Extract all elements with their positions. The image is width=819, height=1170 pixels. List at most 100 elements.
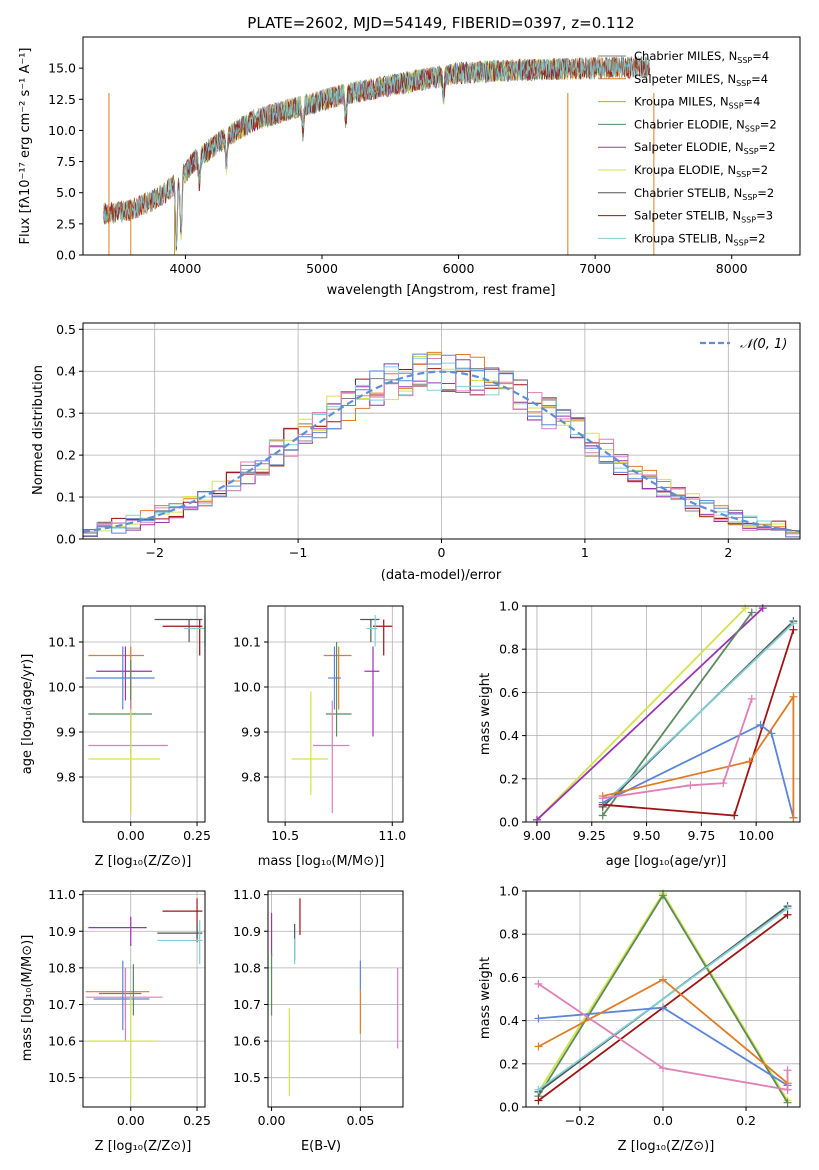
spectrum-xtick-label: 7000 (579, 261, 611, 276)
mw-z-ytick-label: 0.0 (499, 1100, 519, 1115)
mw-age-xtick-label: 9.75 (687, 828, 715, 843)
age-mass-grid (268, 606, 403, 822)
mw-z-ytick-label: 1.0 (499, 884, 519, 899)
legend-label-kroupa_elodie: Kroupa ELODIE, NSSP=2 (634, 163, 768, 179)
mass-z-ytick-label: 11.0 (48, 887, 76, 902)
spectrum-xtick-label: 5000 (306, 261, 338, 276)
mw-age-line-blue (602, 723, 795, 818)
residuals-xtick-label: −2 (145, 545, 163, 560)
mw-z-xtick-label: 0.0 (653, 1113, 673, 1128)
spectrum-title: PLATE=2602, MJD=54149, FIBERID=0397, z=0… (247, 14, 634, 32)
mass-z-ytick-label: 10.6 (48, 1034, 76, 1049)
residual-histogram-blue (83, 353, 800, 538)
mass-z-ylabel: mass [log₁₀(M/M⊙)] (20, 935, 35, 1062)
mw-age-line-salpeter_elodie (536, 607, 764, 821)
age-z-xtick-label: 0.25 (183, 828, 211, 843)
mw-age-ytick-label: 0.0 (499, 815, 519, 830)
mw-z-marker-chabrier_elodie (659, 891, 667, 900)
spectrum-xtick-label: 6000 (443, 261, 475, 276)
spectrum-ytick-label: 15.0 (48, 61, 76, 76)
mw-z-xtick-label: 0.2 (736, 1113, 756, 1128)
age-z-ytick-label: 9.8 (56, 770, 76, 785)
age-z-xtick-label: 0.00 (117, 828, 145, 843)
mw-z-marker-salpeter_stelib (783, 910, 792, 919)
mw-z-marker-salpeter_miles (659, 975, 667, 984)
mass-ebv-panel: 0.00 0.05 10.5 10.6 10.7 10.8 10.9 11.0 (233, 887, 404, 1128)
mass-z-xtick-label: 0.00 (117, 1113, 145, 1128)
mw-z-ytick-label: 0.2 (499, 1056, 519, 1071)
legend-label-kroupa_miles: Kroupa MILES, NSSP=4 (634, 95, 760, 111)
age-z-panel: 0.00 0.25 9.8 9.9 10.0 10.1 (48, 605, 211, 843)
mw-age-xtick-label: 9.50 (633, 828, 661, 843)
residuals-ytick-label: 0.2 (56, 448, 76, 463)
mw-age-marker-pink (598, 794, 607, 803)
mw-age-marker-chabrier_elodie (598, 811, 607, 820)
mw-age-xtick-label: 10.00 (738, 828, 774, 843)
mass-ebv-ytick-label: 10.9 (233, 924, 261, 939)
residuals-ylabel: Normed distribution (31, 365, 46, 495)
age-mass-ytick-label: 9.9 (241, 725, 261, 740)
mw-age-marker-salpeter_stelib (789, 625, 798, 634)
normal-distribution-curve (82, 370, 801, 533)
mw-age-marker-blue (756, 720, 765, 729)
mw-age-marker-pink (719, 779, 728, 788)
residuals-xtick-label: 1 (581, 545, 589, 560)
residuals-ytick-label: 0.3 (56, 406, 76, 421)
mw-age-marker-salpeter_stelib (730, 811, 739, 820)
residuals-ytick-label: 0.1 (56, 490, 76, 505)
age-z-frame (82, 605, 206, 823)
mass-z-panel: 0.00 0.25 10.5 10.6 10.7 10.8 10.9 11.0 (48, 887, 211, 1128)
mass-ebv-xtick-label: 0.05 (346, 1113, 374, 1128)
spectrum-ylabel: Flux [fλ10⁻¹⁷ erg cm⁻² s⁻¹ A⁻¹] (18, 48, 33, 245)
mass-z-ytick-label: 10.9 (48, 924, 76, 939)
mw-z-line-kroupa_stelib (537, 907, 789, 1091)
spectrum-series-kroupa_stelib (103, 55, 651, 247)
mw-age-marker-pink (747, 694, 756, 703)
residuals-ytick-label: 0.4 (56, 364, 76, 379)
age-z-ytick-label: 9.9 (56, 725, 76, 740)
mw-age-line-pink (602, 698, 753, 800)
mw-z-xlabel: Z [log₁₀(Z/Z⊙)] (618, 1139, 715, 1154)
spectrum-axes: 4000 5000 6000 7000 8000 0.0 2.5 5.0 7.5 10.0 12.5… (48, 36, 801, 276)
mass-ebv-ytick-label: 10.6 (233, 1034, 261, 1049)
legend-label-salpeter_stelib: Salpeter STELIB, NSSP=3 (634, 209, 773, 225)
mass-ebv-ytick-label: 10.5 (233, 1070, 261, 1085)
age-mass-xtick-label: 11.0 (378, 828, 406, 843)
mass-ebv-ytick-label: 11.0 (233, 887, 261, 902)
mw-age-ytick-label: 0.6 (499, 685, 519, 700)
mw-age-xtick-label: 9.25 (578, 828, 606, 843)
residuals-ytick-label: 0.0 (56, 532, 76, 547)
mw-z-ytick-label: 0.6 (499, 970, 519, 985)
spectrum-ytick-label: 0.0 (56, 248, 76, 263)
mw-age-line-salpeter_miles (602, 693, 795, 818)
mw-age-ytick-label: 0.4 (499, 728, 519, 743)
residuals-xlabel: (data-model)/error (381, 568, 502, 583)
mw-age-xtick-label: 9.00 (523, 828, 551, 843)
spectrum-xtick-label: 4000 (170, 261, 202, 276)
mass-z-ytick-label: 10.8 (48, 960, 76, 975)
spectrum-ytick-label: 10.0 (48, 123, 76, 138)
mw-age-marker-kroupa_elodie (741, 604, 750, 613)
legend-label-chabrier_miles: Chabrier MILES, NSSP=4 (634, 49, 769, 65)
mw-age-ytick-label: 1.0 (499, 599, 519, 614)
mw-z-marker-pink (783, 1085, 792, 1094)
residuals-ytick-label: 0.5 (56, 322, 76, 337)
mw-age-ytick-label: 0.2 (499, 771, 519, 786)
age-mass-panel: 10.5 11.0 9.8 9.9 10.0 10.1 (233, 605, 406, 843)
legend-label-kroupa_stelib: Kroupa STELIB, NSSP=2 (634, 231, 765, 247)
spectrum-xtick-label: 8000 (716, 261, 748, 276)
spectrum-ytick-label: 7.5 (56, 154, 76, 169)
mass-z-ytick-label: 10.5 (48, 1070, 76, 1085)
mw-z-ylabel: mass weight (478, 957, 493, 1039)
mw-age-xlabel: age [log₁₀(age/yr)] (606, 854, 727, 869)
residuals-xtick-label: 2 (724, 545, 732, 560)
residuals-histograms (82, 351, 801, 538)
spectrum-ytick-label: 5.0 (56, 185, 76, 200)
mass-ebv-ytick-label: 10.7 (233, 997, 261, 1012)
mw-z-marker-kroupa_stelib (534, 1085, 543, 1094)
mw-z-marker-pink (534, 979, 543, 988)
mw-age-frame (525, 605, 801, 823)
mw-age-line-kroupa_elodie (536, 607, 746, 821)
mass-ebv-ytick-label: 10.8 (233, 960, 261, 975)
spectrum-ytick-label: 12.5 (48, 92, 76, 107)
